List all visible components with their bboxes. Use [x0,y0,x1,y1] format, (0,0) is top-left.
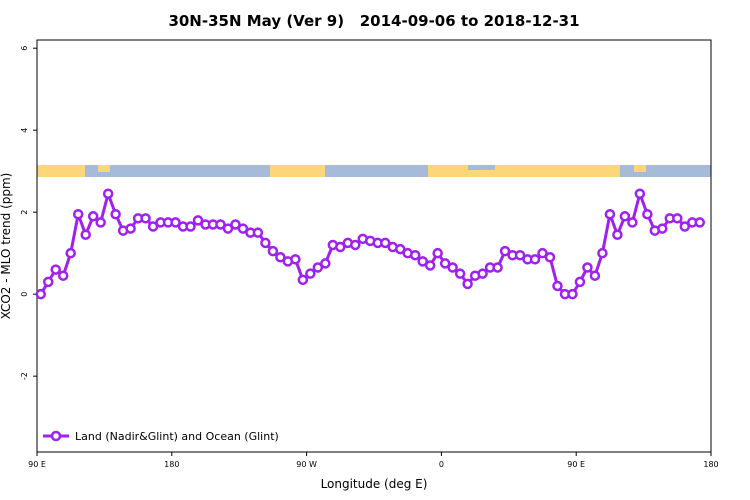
land-band [634,165,646,172]
data-point [694,217,706,228]
data-point [65,247,76,259]
data-point [529,254,541,265]
data-point [454,268,466,279]
legend-label: Land (Nadir&Glint) and Ocean (Glint) [75,430,279,443]
data-point [642,208,653,220]
y-tick-label: 0 [20,292,29,297]
data-point [379,237,391,249]
data-point [192,215,204,226]
data-point [567,288,578,300]
data-point [335,241,346,253]
x-tick-label: 180 [164,460,179,469]
land-band [428,165,468,177]
data-point [619,211,631,222]
data-point [147,221,159,232]
data-point [87,211,99,222]
data-point [492,262,503,273]
data-point [237,223,249,234]
data-point [170,217,181,228]
y-tick-label: 2 [20,210,29,215]
x-tick-label: 180 [703,460,718,469]
data-point [432,247,443,259]
data-point [350,239,361,251]
data-point [215,219,226,230]
data-point [297,274,309,286]
land-band [468,170,495,177]
data-point [230,219,241,230]
data-point [657,223,668,234]
x-axis-label: Longitude (deg E) [321,477,428,491]
data-point [597,247,608,259]
land-band [495,165,620,177]
data-point [140,213,151,224]
data-point [409,249,421,261]
data-point [514,249,526,261]
data-point [260,237,271,249]
data-point [582,262,593,273]
data-point [275,252,286,263]
data-point [477,268,488,279]
chart-title: 30N-35N May (Ver 9) 2014-09-06 to 2018-1… [168,12,579,30]
data-point [589,270,601,281]
land-band [98,165,110,172]
data-point [222,223,234,234]
data-point [574,276,586,288]
data-point [537,247,548,259]
data-point [95,217,106,228]
data-point [312,262,324,273]
y-axis-label: XCO2 - MLO trend (ppm) [0,173,13,320]
data-point [305,268,316,279]
data-point [679,221,691,232]
data-point [417,256,428,267]
x-tick-label: 0 [439,460,444,469]
data-point [57,270,69,281]
data-point [462,278,473,290]
data-point [42,276,54,288]
data-point [102,188,114,199]
data-point [50,264,61,275]
data-point [80,229,91,240]
data-point [499,245,511,257]
legend: Land (Nadir&Glint) and Ocean (Glint) [43,430,279,443]
land-band [37,165,85,177]
data-point [35,288,46,300]
y-tick-label: -2 [20,372,29,380]
data-point [185,221,196,232]
data-point [604,208,616,220]
data-point [439,258,451,269]
plot-frame [36,39,712,453]
y-tick-label: 6 [20,46,29,51]
data-point [290,254,301,265]
data-point [424,260,436,271]
data-point [252,227,264,238]
legend-marker [50,430,62,442]
y-tick-label: 4 [20,128,29,133]
data-point [320,258,331,269]
x-tick-label: 90 W [296,460,317,469]
data-point [447,262,458,273]
data-point [72,208,84,220]
data-point [634,188,646,199]
data-point [552,280,563,292]
data-point [544,252,556,263]
data-point [612,229,623,240]
x-tick-label: 90 E [28,460,46,469]
data-point [672,213,683,224]
data-point [267,245,279,257]
data-point [110,208,121,220]
data-point [394,243,406,255]
x-tick-label: 90 E [567,460,585,469]
land-ocean-band [37,165,711,177]
data-point [627,217,638,228]
land-band [270,165,325,177]
data-point [125,223,136,234]
